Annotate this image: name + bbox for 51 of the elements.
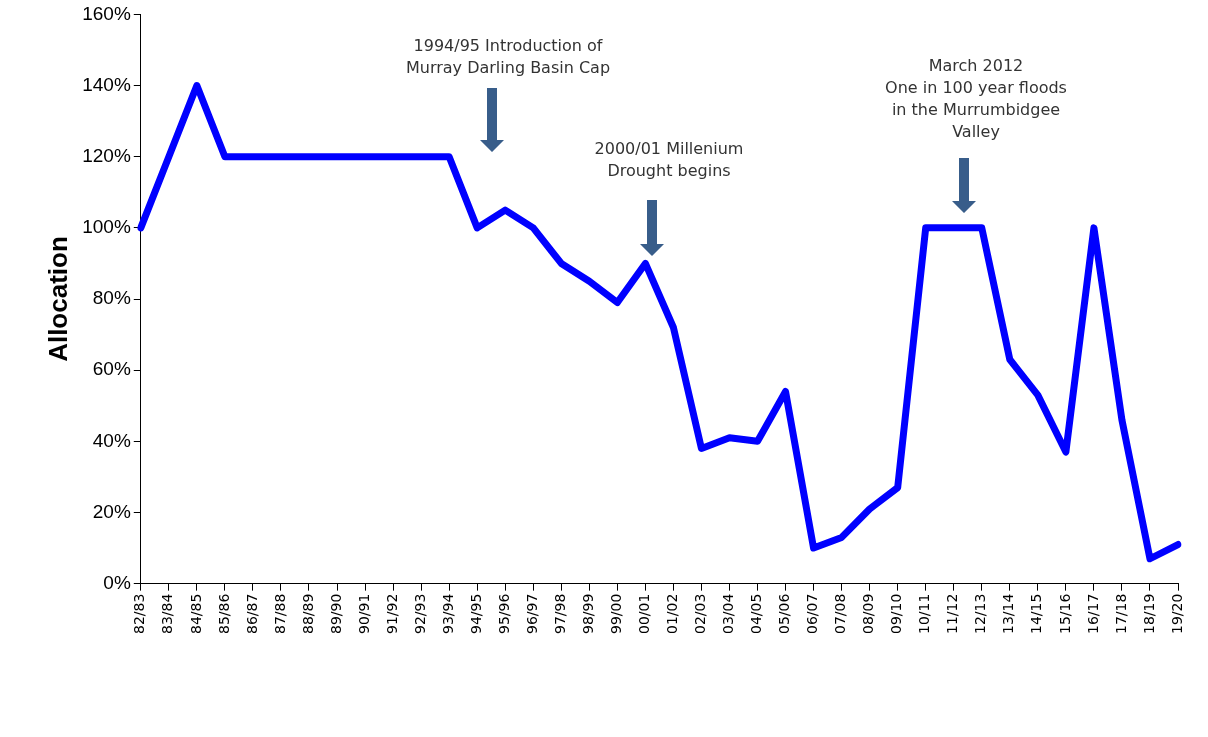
y-tick-label: 120% <box>82 144 131 166</box>
x-tick-label: 90/91 <box>355 593 372 635</box>
x-tick-label: 91/92 <box>383 593 400 635</box>
annotation: 2000/01 Millenium Drought begins <box>594 139 744 181</box>
x-tick-label: 98/99 <box>579 593 596 635</box>
x-tick-label: 09/10 <box>888 593 905 635</box>
x-tick-label: 19/20 <box>1168 593 1185 635</box>
y-tick-label: 60% <box>92 358 131 380</box>
y-tick-label: 40% <box>92 429 131 451</box>
annotation: March 2012 One in 100 year floods in the Murrumbidgee Valley <box>885 56 1067 142</box>
x-tick-label: 17/18 <box>1112 593 1129 635</box>
x-tick-label: 01/02 <box>664 593 681 635</box>
x-tick-label: 00/01 <box>636 593 653 635</box>
x-tick-label: 06/07 <box>804 593 821 635</box>
y-tick-label: 80% <box>92 287 131 309</box>
x-tick-label: 83/84 <box>159 593 176 635</box>
y-tick-label: 140% <box>82 73 131 95</box>
y-tick-label: 0% <box>103 571 131 593</box>
x-tick-label: 92/93 <box>411 593 428 635</box>
x-tick-label: 87/88 <box>271 593 288 635</box>
x-tick-label: 02/03 <box>692 593 709 635</box>
x-tick-label: 82/83 <box>131 593 148 635</box>
x-tick-label: 03/04 <box>720 593 737 635</box>
x-tick-label: 18/19 <box>1140 593 1157 635</box>
x-tick-label: 15/16 <box>1056 593 1073 635</box>
annotation: 1994/95 Introduction of Murray Darling Basin Cap <box>405 36 611 78</box>
x-tick-label: 89/90 <box>327 593 344 635</box>
x-tick-label: 95/96 <box>495 593 512 635</box>
x-tick-label: 93/94 <box>439 593 456 635</box>
x-tick-label: 14/15 <box>1028 593 1045 635</box>
x-tick-label: 05/06 <box>776 593 793 635</box>
x-tick-label: 97/98 <box>551 593 568 635</box>
x-tick-label: 96/97 <box>523 593 540 635</box>
x-tick-label: 07/08 <box>832 593 849 635</box>
x-tick-label: 10/11 <box>916 593 933 635</box>
y-tick-label: 160% <box>82 2 131 24</box>
x-tick-label: 84/85 <box>187 593 204 635</box>
x-tick-label: 88/89 <box>299 593 316 635</box>
x-tick-label: 11/12 <box>944 593 961 635</box>
x-tick-label: 99/00 <box>607 593 624 635</box>
x-tick-label: 12/13 <box>972 593 989 635</box>
x-tick-label: 16/17 <box>1084 593 1101 635</box>
y-tick-label: 20% <box>92 500 131 522</box>
y-tick-label: 100% <box>82 216 131 238</box>
x-tick-label: 85/86 <box>215 593 232 635</box>
x-tick-label: 13/14 <box>1000 593 1017 635</box>
x-tick-label: 04/05 <box>748 593 765 635</box>
x-tick-label: 94/95 <box>467 593 484 635</box>
x-tick-label: 08/09 <box>860 593 877 635</box>
x-tick-label: 86/87 <box>243 593 260 635</box>
y-axis-title: Allocation <box>42 236 73 362</box>
